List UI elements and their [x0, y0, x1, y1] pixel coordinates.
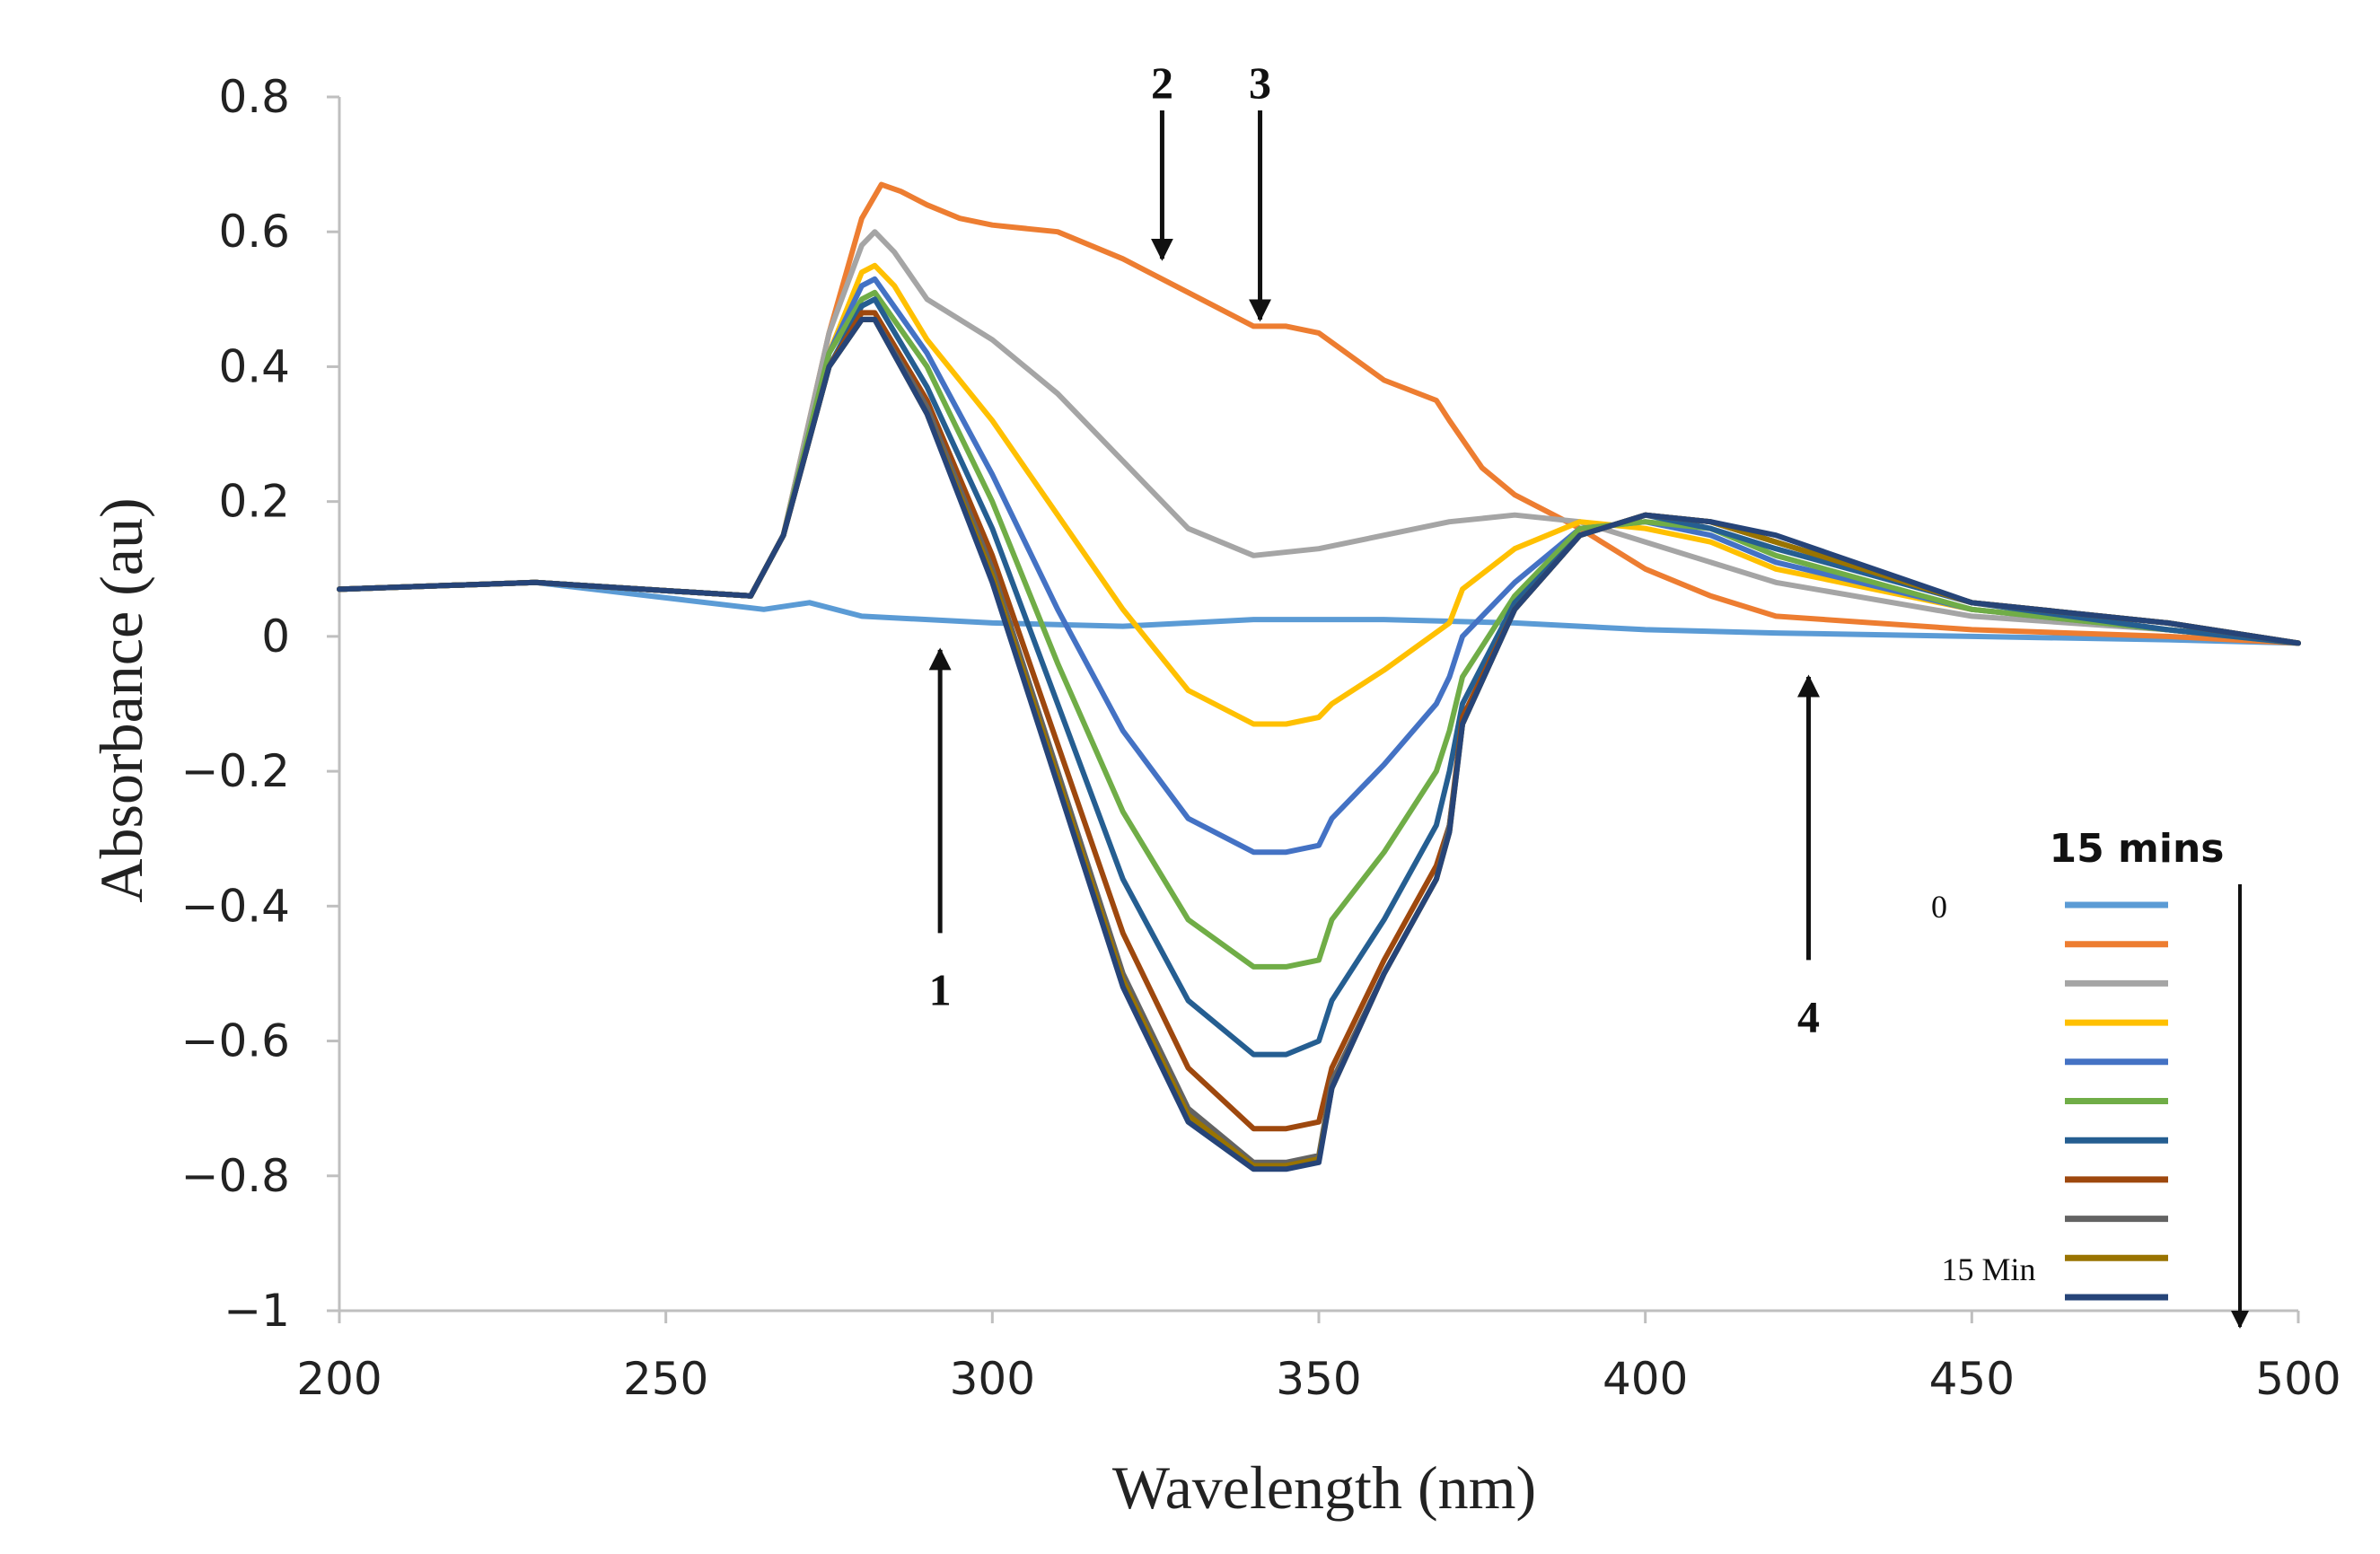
y-tick-label: 0.4	[218, 340, 290, 392]
annotation-label: 3	[1249, 57, 1271, 108]
series-line	[337, 181, 2301, 646]
y-tick-label: −0.6	[181, 1015, 290, 1067]
series-line	[337, 276, 2301, 856]
y-tick-label: 0	[261, 610, 290, 663]
x-tick-label: 500	[2255, 1353, 2340, 1405]
series-line	[337, 316, 2301, 1172]
series-line	[337, 579, 2301, 646]
annotation-label: 1	[929, 964, 952, 1014]
y-tick-label: 0.6	[218, 206, 290, 258]
x-tick-label: 300	[950, 1353, 1035, 1405]
y-tick-label: 0.8	[218, 71, 290, 123]
y-axis-title: Absorbance (au)	[87, 497, 155, 902]
legend-first-label: 0	[1931, 889, 1947, 925]
y-tick-label: −0.8	[181, 1150, 290, 1202]
x-tick-label: 350	[1276, 1353, 1361, 1405]
y-tick-label: −0.4	[181, 880, 290, 932]
y-tick-label: 0.2	[218, 476, 290, 528]
legend-last-label: 15 Min	[1941, 1251, 2035, 1287]
x-axis-title: Wavelength (nm)	[1112, 1453, 1536, 1522]
x-tick-label: 400	[1603, 1353, 1688, 1405]
legend: 15 mins 0 15 Min	[1931, 826, 2249, 1329]
series-line	[337, 296, 2301, 1058]
series-lines	[337, 181, 2301, 1172]
annotations: 1 2 3 4	[928, 57, 1820, 1041]
series-line	[337, 289, 2301, 970]
x-tick-label: 450	[1929, 1353, 2015, 1405]
series-line	[337, 229, 2301, 646]
y-tick-label: −1	[224, 1285, 290, 1337]
annotation-label: 2	[1151, 57, 1173, 108]
series-line	[337, 310, 2301, 1132]
legend-title: 15 mins	[2050, 826, 2225, 872]
x-tick-label: 200	[296, 1353, 382, 1405]
series-line	[337, 262, 2301, 727]
x-tick-label: 250	[623, 1353, 708, 1405]
annotation-label: 4	[1797, 991, 1820, 1041]
y-tick-label: −0.2	[181, 745, 290, 797]
